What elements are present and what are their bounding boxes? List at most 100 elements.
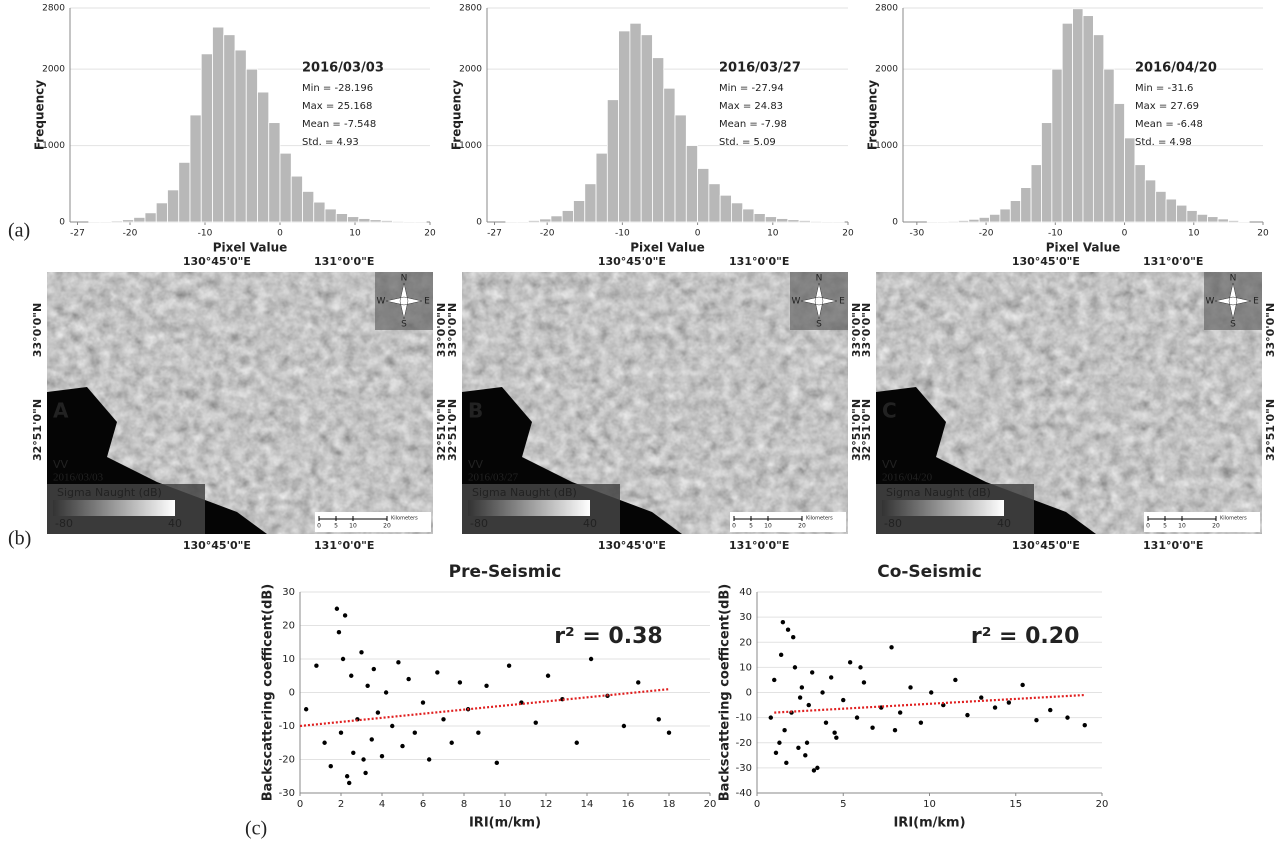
chart-title: Pre-Seismic [449, 562, 562, 582]
x-tick-label: 10 [499, 799, 512, 810]
x-tick-label: -10 [198, 229, 213, 239]
x-tick-label: 0 [1122, 229, 1128, 239]
bar [335, 213, 348, 223]
point [390, 723, 395, 729]
bar [947, 220, 959, 223]
date: 2016/04/20 [882, 472, 933, 484]
point [772, 677, 777, 683]
bar [347, 216, 360, 223]
point [1048, 707, 1053, 713]
legend-min: -80 [470, 517, 488, 530]
lat-label: 32°51'0"N [435, 399, 448, 461]
bar [1041, 122, 1053, 223]
x-tick-label: -10 [1048, 229, 1063, 239]
y-tick-label: -20 [736, 738, 752, 749]
lat-label: 33°0'0"N [1264, 303, 1277, 357]
annotation-line: Max = 24.83 [719, 101, 783, 112]
annotation: r² = 0.38 [554, 624, 663, 649]
point [782, 727, 787, 733]
point [953, 677, 958, 683]
lon-label: 130°45'0"E [598, 539, 666, 552]
date: 2016/03/03 [53, 472, 104, 484]
point [322, 740, 327, 745]
compass-star [800, 282, 838, 320]
annotation-line: Std. = 4.93 [302, 137, 359, 148]
scale-unit: Kilometers [806, 516, 833, 522]
point [854, 715, 860, 720]
lon-label: 131°0'0"E [314, 255, 374, 268]
bar [1020, 187, 1032, 223]
bar [978, 217, 990, 223]
compass-label: E [1253, 297, 1259, 307]
compass-label: E [839, 297, 845, 307]
x-axis-label: Pixel Value [630, 241, 705, 255]
y-tick-label: 0 [476, 218, 482, 228]
y-tick-label: 30 [739, 612, 752, 623]
x-axis-label: IRI(m/km) [469, 816, 541, 831]
bar [640, 34, 653, 223]
panel-letter: A [53, 399, 69, 423]
bar [539, 218, 552, 223]
x-tick-label: 8 [461, 799, 467, 810]
point [303, 707, 309, 712]
bar [742, 208, 755, 223]
y-tick-label: 1000 [42, 141, 65, 151]
y-tick-label: 1000 [875, 141, 898, 151]
annotation-title: 2016/03/27 [719, 61, 801, 76]
bar [674, 114, 687, 223]
bar [1227, 220, 1240, 223]
x-tick-label: -20 [123, 229, 138, 239]
point [784, 760, 789, 766]
x-axis-label: Pixel Value [213, 241, 288, 255]
bar [573, 200, 586, 223]
y-tick-label: -30 [736, 763, 752, 774]
x-tick-label: 20 [842, 229, 854, 239]
point [889, 645, 894, 650]
point [1006, 700, 1012, 705]
annotation-line: Mean = -7.98 [719, 119, 787, 130]
point [494, 760, 499, 766]
bar [1207, 216, 1219, 223]
scale-box [730, 512, 846, 532]
bar [1165, 198, 1177, 223]
panel-letter: B [468, 399, 483, 423]
point [1082, 722, 1087, 728]
scale-label: 20 [1212, 523, 1220, 530]
point [338, 730, 344, 735]
scale-label: 5 [334, 523, 338, 530]
point [426, 757, 432, 762]
annotation-line: Min = -27.94 [719, 83, 784, 94]
bar [516, 220, 529, 223]
bar [144, 212, 157, 223]
point [858, 665, 863, 670]
point [992, 705, 998, 710]
x-tick-label: 20 [1257, 229, 1269, 239]
bar [122, 219, 135, 223]
panel-label: (c) [245, 818, 267, 840]
bar [629, 22, 642, 223]
legend-min: -80 [884, 517, 902, 530]
point [785, 627, 791, 632]
bar [968, 218, 980, 223]
legend-min: -80 [55, 517, 73, 530]
point [870, 725, 875, 730]
legend-gradient [53, 500, 175, 516]
x-tick-label: 10 [1188, 229, 1200, 239]
point [823, 720, 829, 725]
annotation: r² = 0.20 [971, 624, 1080, 649]
compass-label: N [401, 274, 408, 284]
y-tick-label: -40 [736, 788, 752, 799]
y-tick-label: 10 [739, 662, 752, 673]
compass-label: W [1206, 297, 1215, 307]
x-tick-label: 20 [704, 799, 717, 810]
bar [1082, 15, 1094, 223]
bar [809, 220, 823, 223]
bar [155, 202, 168, 223]
bar [1186, 210, 1198, 223]
legend-max: 40 [168, 517, 182, 530]
x-tick-label: 15 [1009, 799, 1022, 810]
point [799, 685, 805, 690]
x-tick-label: -20 [979, 229, 994, 239]
lon-label: 131°0'0"E [1143, 255, 1203, 268]
bar [1238, 220, 1250, 223]
